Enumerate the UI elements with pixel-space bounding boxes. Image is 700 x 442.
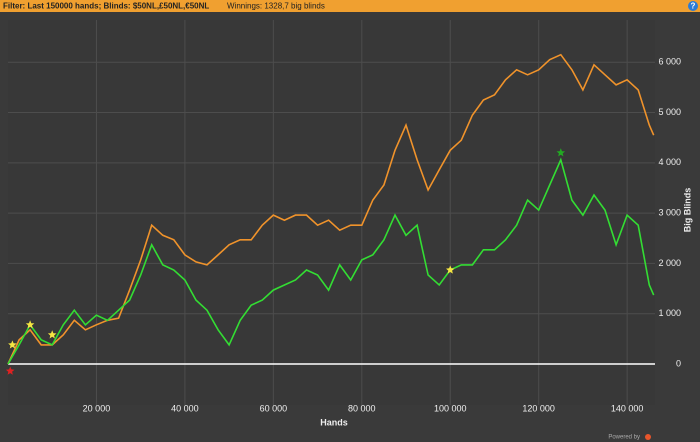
- y-tick-label: 6 000: [658, 57, 681, 67]
- winnings-text: Winnings: 1328,7 big blinds: [227, 2, 325, 11]
- marker-star: [556, 148, 566, 157]
- marker-star: [8, 340, 17, 349]
- help-icon[interactable]: [688, 1, 698, 11]
- x-tick-label: 40 000: [171, 403, 199, 413]
- help-label[interactable]: ?: [691, 2, 696, 11]
- x-tick-label: 140 000: [611, 403, 644, 413]
- x-tick-label: 100 000: [434, 403, 467, 413]
- marker-star: [25, 320, 35, 329]
- y-tick-label: 4 000: [658, 157, 681, 167]
- series-line: [7, 53, 655, 365]
- y-axis-label: Big Blinds: [682, 188, 692, 233]
- y-tick-label: 5 000: [658, 107, 681, 117]
- y-tick-label: 3 000: [658, 208, 681, 218]
- y-tick-label: 0: [676, 358, 681, 368]
- x-axis-label: Hands: [320, 417, 348, 427]
- powered-by: Powered by: [608, 435, 640, 441]
- marker-star: [47, 330, 57, 339]
- filter-bar: [0, 0, 700, 12]
- series-line: [7, 157, 655, 365]
- y-tick-label: 2 000: [658, 258, 681, 268]
- y-tick-label: 1 000: [658, 308, 681, 318]
- x-tick-label: 120 000: [522, 403, 555, 413]
- marker-star: [446, 265, 455, 274]
- plot-area: [8, 20, 655, 405]
- marker-star: [5, 366, 15, 375]
- logo: [645, 434, 651, 440]
- x-tick-label: 20 000: [83, 403, 111, 413]
- x-tick-label: 60 000: [260, 403, 288, 413]
- filter-text: Filter: Last 150000 hands; Blinds: $50NL…: [3, 2, 209, 11]
- x-tick-label: 80 000: [348, 403, 376, 413]
